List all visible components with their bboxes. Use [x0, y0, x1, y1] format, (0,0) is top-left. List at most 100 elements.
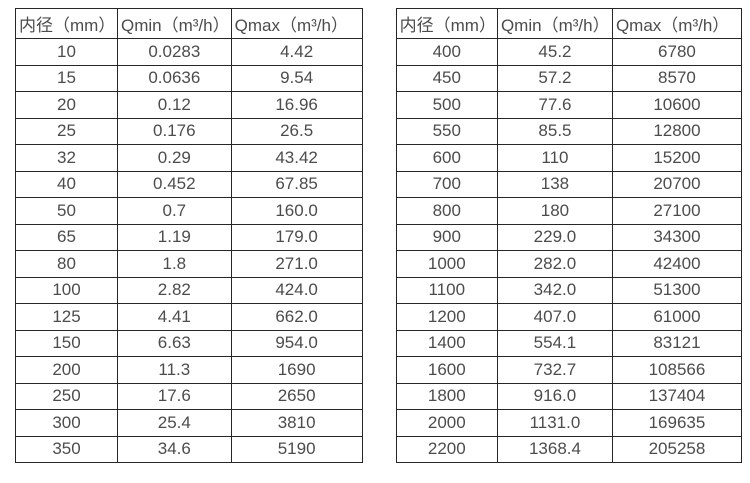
qmin-cell: 0.452: [117, 170, 232, 198]
header-row: 内径（mm） Qmin（m³/h） Qmax（m³/h）: [15, 8, 363, 39]
table-row: 1400 554.1 83121: [395, 329, 742, 357]
qmax-cell: 108566: [611, 356, 742, 384]
table-row: 125 4.41 662.0: [15, 303, 363, 331]
qmin-cell: 732.7: [496, 356, 613, 384]
header-row: 内径（mm） Qmin（m³/h） Qmax（m³/h）: [395, 8, 742, 39]
qmax-cell: 271.0: [230, 250, 363, 278]
qmax-cell: 662.0: [230, 303, 363, 331]
qmax-cell: 169635: [611, 409, 742, 437]
qmin-cell: 34.6: [117, 435, 232, 463]
qmin-column-header: Qmin（m³/h）: [117, 8, 232, 39]
table-row: 600 110 15200: [395, 144, 742, 172]
qmax-cell: 8570: [611, 64, 742, 92]
qmax-cell: 1690: [230, 356, 363, 384]
diameter-cell: 1000: [395, 250, 498, 278]
diameter-cell: 800: [395, 197, 498, 225]
table-row: 2200 1368.4 205258: [395, 435, 742, 463]
diameter-cell: 150: [15, 329, 118, 357]
table-row: 1200 407.0 61000: [395, 303, 742, 331]
qmin-cell: 282.0: [496, 250, 613, 278]
diameter-cell: 1400: [395, 329, 498, 357]
diameter-cell: 2200: [395, 435, 498, 463]
diameter-cell: 500: [395, 91, 498, 119]
diameter-cell: 200: [15, 356, 118, 384]
table-row: 800 180 27100: [395, 197, 742, 225]
table-row: 10 0.0283 4.42: [15, 38, 363, 66]
qmax-cell: 179.0: [230, 223, 363, 251]
diameter-column-header: 内径（mm）: [15, 8, 118, 39]
table-row: 300 25.4 3810: [15, 409, 363, 437]
diameter-cell: 10: [15, 38, 118, 66]
table-row: 25 0.176 26.5: [15, 117, 363, 145]
qmin-cell: 407.0: [496, 303, 613, 331]
table-row: 550 85.5 12800: [395, 117, 742, 145]
qmax-cell: 43.42: [230, 144, 363, 172]
diameter-cell: 32: [15, 144, 118, 172]
table-row: 1800 916.0 137404: [395, 382, 742, 410]
qmin-cell: 0.0636: [117, 64, 232, 92]
qmax-cell: 83121: [611, 329, 742, 357]
qmax-cell: 5190: [230, 435, 363, 463]
diameter-cell: 65: [15, 223, 118, 251]
diameter-cell: 25: [15, 117, 118, 145]
diameter-cell: 125: [15, 303, 118, 331]
table-row: 100 2.82 424.0: [15, 276, 363, 304]
qmax-cell: 160.0: [230, 197, 363, 225]
qmax-cell: 4.42: [230, 38, 363, 66]
table-row: 350 34.6 5190: [15, 435, 363, 463]
table-row: 1000 282.0 42400: [395, 250, 742, 278]
qmax-cell: 424.0: [230, 276, 363, 304]
table-row: 700 138 20700: [395, 170, 742, 198]
table-row: 1100 342.0 51300: [395, 276, 742, 304]
qmax-cell: 51300: [611, 276, 742, 304]
qmax-column-header: Qmax（m³/h）: [230, 8, 363, 39]
table-row: 150 6.63 954.0: [15, 329, 363, 357]
diameter-cell: 1100: [395, 276, 498, 304]
qmin-cell: 4.41: [117, 303, 232, 331]
table-row: 200 11.3 1690: [15, 356, 363, 384]
qmax-cell: 9.54: [230, 64, 363, 92]
qmin-cell: 554.1: [496, 329, 613, 357]
qmax-cell: 67.85: [230, 170, 363, 198]
qmax-cell: 26.5: [230, 117, 363, 145]
table-row: 80 1.8 271.0: [15, 250, 363, 278]
qmax-cell: 10600: [611, 91, 742, 119]
qmin-cell: 1368.4: [496, 435, 613, 463]
qmin-cell: 57.2: [496, 64, 613, 92]
qmax-cell: 205258: [611, 435, 742, 463]
diameter-cell: 450: [395, 64, 498, 92]
qmin-cell: 6.63: [117, 329, 232, 357]
diameter-cell: 1600: [395, 356, 498, 384]
table-row: 50 0.7 160.0: [15, 197, 363, 225]
qmin-cell: 45.2: [496, 38, 613, 66]
diameter-cell: 1800: [395, 382, 498, 410]
qmax-cell: 20700: [611, 170, 742, 198]
qmin-cell: 2.82: [117, 276, 232, 304]
qmin-cell: 0.29: [117, 144, 232, 172]
diameter-cell: 40: [15, 170, 118, 198]
qmax-column-header: Qmax（m³/h）: [611, 8, 742, 39]
table-row: 15 0.0636 9.54: [15, 64, 363, 92]
qmax-cell: 2650: [230, 382, 363, 410]
qmax-cell: 42400: [611, 250, 742, 278]
diameter-cell: 550: [395, 117, 498, 145]
qmax-cell: 61000: [611, 303, 742, 331]
qmax-cell: 15200: [611, 144, 742, 172]
qmin-cell: 25.4: [117, 409, 232, 437]
diameter-cell: 300: [15, 409, 118, 437]
diameter-cell: 400: [395, 38, 498, 66]
qmin-cell: 1.19: [117, 223, 232, 251]
table-row: 1600 732.7 108566: [395, 356, 742, 384]
qmax-cell: 34300: [611, 223, 742, 251]
diameter-column-header: 内径（mm）: [395, 8, 498, 39]
table-row: 500 77.6 10600: [395, 91, 742, 119]
qmax-cell: 954.0: [230, 329, 363, 357]
qmax-cell: 3810: [230, 409, 363, 437]
qmin-cell: 342.0: [496, 276, 613, 304]
qmin-cell: 0.176: [117, 117, 232, 145]
qmin-cell: 0.12: [117, 91, 232, 119]
diameter-cell: 350: [15, 435, 118, 463]
flow-table-left: 内径（mm） Qmin（m³/h） Qmax（m³/h） 10 0.0283 4.42 1…: [15, 8, 363, 463]
table-row: 40 0.452 67.85: [15, 170, 363, 198]
qmin-cell: 110: [496, 144, 613, 172]
